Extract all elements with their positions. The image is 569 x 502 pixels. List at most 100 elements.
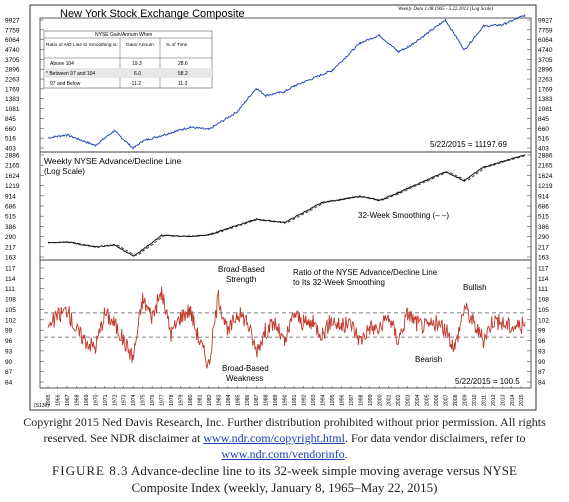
stats-row1-pct: 28.6 xyxy=(178,61,188,67)
xtick-2008: 2008 xyxy=(453,394,459,406)
panel2-ytick-right-7: 386 xyxy=(538,224,549,231)
panel3-series-line xyxy=(47,286,526,369)
panel2-ytick-right-9: 217 xyxy=(538,244,549,251)
panel1-ytick-right-12: 516 xyxy=(538,136,549,143)
stats-row1-gain: 19.3 xyxy=(132,61,142,67)
xtick-1996: 1996 xyxy=(339,394,345,406)
panel2-ytick-left-6: 515 xyxy=(5,214,16,221)
xtick-1967: 1967 xyxy=(65,394,71,406)
stats-row1-label: Above 104 xyxy=(50,61,74,67)
panel3-ytick-left-0: 117 xyxy=(5,266,16,273)
xtick-2003: 2003 xyxy=(406,394,412,406)
panel3-ytick-left-1: 114 xyxy=(5,276,16,283)
xtick-2001: 2001 xyxy=(387,394,393,406)
panel1-grid xyxy=(40,19,531,149)
panel1-ytick-left-4: 3705 xyxy=(5,57,20,64)
copyright-line-1: Copyright 2015 Ned Davis Research, Inc. … xyxy=(23,415,546,429)
annotation-weakness-2: Weakness xyxy=(226,374,263,383)
panel2-ytick-left-8: 290 xyxy=(5,234,16,241)
panel2-ytick-right-6: 515 xyxy=(538,214,549,221)
xtick-1987: 1987 xyxy=(254,394,260,406)
panel2-ytick-right-1: 2165 xyxy=(538,163,553,170)
xtick-1988: 1988 xyxy=(264,394,270,406)
xtick-1989: 1989 xyxy=(273,394,279,406)
panel3-ytick-left-4: 105 xyxy=(5,307,16,314)
panel-nyse-composite: New York Stock Exchange Composite Weekly… xyxy=(5,7,553,153)
xtick-1993: 1993 xyxy=(311,394,317,406)
panel2-ytick-right-5: 686 xyxy=(538,203,549,210)
xtick-1977: 1977 xyxy=(160,394,166,406)
xtick-2004: 2004 xyxy=(415,394,421,406)
xtick-1990: 1990 xyxy=(283,394,289,406)
xtick-1991: 1991 xyxy=(292,394,298,406)
annotation-strength-2: Strength xyxy=(226,275,256,284)
xtick-1995: 1995 xyxy=(330,394,336,406)
annotation-weakness-1: Broad-Based xyxy=(222,364,269,373)
panel1-header-note: Weekly Data 1.08.1965 - 5.22.2013 (Log S… xyxy=(398,7,493,12)
panel2-left-ticks: 2886 2165 1624 1219 914 686 515 386 290 217 163 xyxy=(5,153,20,262)
xtick-1980: 1980 xyxy=(188,394,194,406)
panel2-ytick-right-4: 914 xyxy=(538,193,549,200)
xtick-2007: 2007 xyxy=(444,394,450,406)
panel1-ytick-left-6: 2263 xyxy=(5,77,20,84)
figure-caption-line-1: FIGURE 8.3 Advance-decline line to its 3… xyxy=(0,462,569,479)
panel2-ytick-left-9: 217 xyxy=(5,244,16,251)
xtick-1982: 1982 xyxy=(207,394,213,406)
panel1-ytick-right-10: 845 xyxy=(538,116,549,123)
panel2-ytick-left-10: 163 xyxy=(5,255,16,262)
panel2-ytick-right-3: 1219 xyxy=(538,183,553,190)
panel1-ytick-left-1: 7759 xyxy=(5,27,20,34)
xtick-1992: 1992 xyxy=(302,394,308,406)
panel3-ytick-right-10: 87 xyxy=(538,369,546,376)
panel2-smoothing-line xyxy=(47,155,526,256)
xtick-2014: 2014 xyxy=(510,394,516,406)
panel3-ytick-right-6: 99 xyxy=(538,328,546,335)
panel1-ytick-left-0: 9927 xyxy=(5,18,20,25)
xtick-2010: 2010 xyxy=(472,394,478,406)
panel1-ytick-left-8: 1383 xyxy=(5,96,20,103)
panel1-series-line xyxy=(47,14,526,150)
panel-ratio: 117 114 111 108 105 102 99 96 93 90 87 84 117 114 111… xyxy=(5,259,549,389)
panel1-last-value: 5/22/2015 = 11197.69 xyxy=(430,140,507,149)
panel1-ytick-left-13: 403 xyxy=(5,146,16,153)
xtick-1997: 1997 xyxy=(349,394,355,406)
panel3-ytick-right-2: 111 xyxy=(538,286,548,293)
panel3-ytick-right-11: 84 xyxy=(538,380,546,387)
figure-caption: FIGURE 8.3 Advance-decline line to its 3… xyxy=(0,462,569,496)
panel3-ytick-left-11: 84 xyxy=(5,380,13,387)
panel2-right-ticks: 2886 2165 1624 1219 914 686 515 386 290 217 163 xyxy=(538,153,553,262)
panel3-ytick-right-9: 90 xyxy=(538,359,546,366)
panel2-smoothing-label: 32-Week Smoothing (– –) xyxy=(358,211,449,220)
panel3-ytick-right-3: 108 xyxy=(538,297,549,304)
xtick-1972: 1972 xyxy=(112,394,118,406)
panel3-ytick-right-7: 96 xyxy=(538,338,546,345)
xtick-1979: 1979 xyxy=(179,394,185,406)
panel1-ytick-right-5: 2896 xyxy=(538,67,553,74)
stats-col1-header: Ratio of A/D Line to Smoothing is: xyxy=(46,42,118,48)
panel3-frame xyxy=(39,259,532,389)
stats-row2-pct: 58.2 xyxy=(178,71,188,77)
chart-figure: New York Stock Exchange Composite Weekly… xyxy=(5,4,553,411)
panel1-title: New York Stock Exchange Composite xyxy=(60,8,245,20)
panel2-grid xyxy=(40,154,531,258)
panel2-frame xyxy=(39,151,532,261)
panel2-title: Weekly NYSE Advance/Decline Line xyxy=(44,156,182,166)
panel3-ytick-left-9: 90 xyxy=(5,359,13,366)
copyright-link[interactable]: www.ndr.com/copyright.html xyxy=(203,431,345,445)
stats-table: NYSE Gain/Annum When Ratio of A/D Line t… xyxy=(43,30,213,89)
xtick-2006: 2006 xyxy=(434,394,440,406)
xtick-2009: 2009 xyxy=(462,394,468,406)
panel1-ytick-right-8: 1383 xyxy=(538,96,553,103)
xtick-2012: 2012 xyxy=(491,394,497,406)
figure-frame xyxy=(29,4,537,411)
xtick-1973: 1973 xyxy=(122,394,128,406)
vendorinfo-link[interactable]: www.ndr.com/vendorinfo xyxy=(221,447,345,461)
annotation-bullish: Bullish xyxy=(463,283,487,292)
panel1-ytick-left-3: 4740 xyxy=(5,47,20,54)
panel2-ytick-left-1: 2165 xyxy=(5,163,20,170)
panel3-grid xyxy=(40,267,531,383)
panel1-ytick-right-13: 403 xyxy=(538,146,549,153)
panel1-ytick-right-7: 1769 xyxy=(538,86,553,93)
xtick-1971: 1971 xyxy=(103,394,109,406)
xtick-1975: 1975 xyxy=(141,394,147,406)
